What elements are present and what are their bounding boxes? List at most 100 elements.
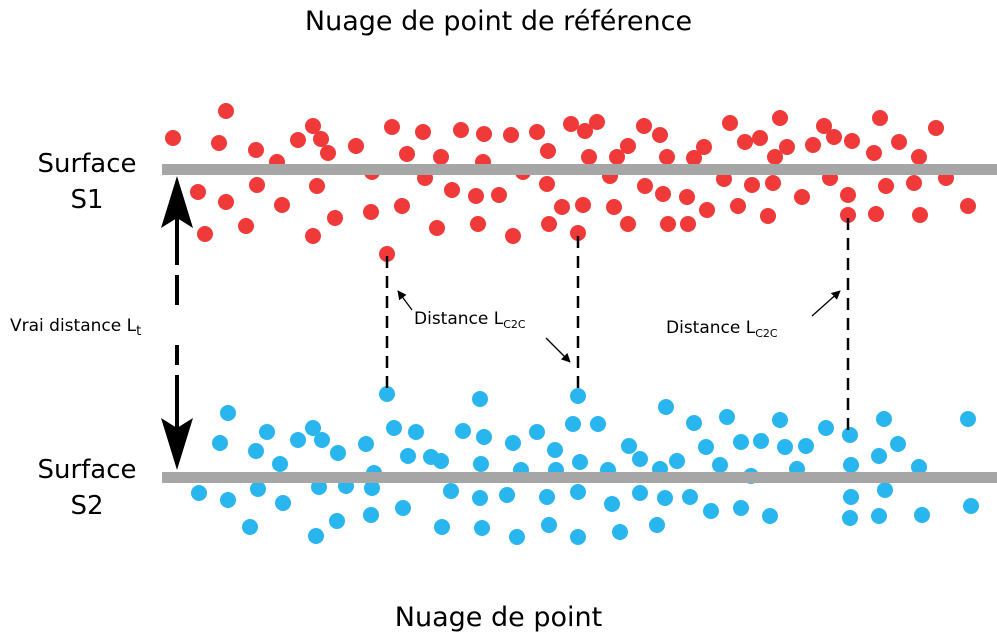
- reference-point: [575, 197, 591, 213]
- reference-point: [503, 127, 519, 143]
- reference-point: [744, 177, 760, 193]
- compared-point: [649, 517, 665, 533]
- true-distance-text: Vrai distance L: [10, 316, 137, 336]
- compared-point: [250, 481, 266, 497]
- compared-point: [658, 399, 674, 415]
- compared-point: [712, 457, 728, 473]
- reference-point: [637, 178, 653, 194]
- compared-point: [308, 528, 324, 544]
- compared-point: [358, 436, 374, 452]
- reference-point: [399, 146, 415, 162]
- compared-point: [220, 405, 236, 421]
- reference-point: [197, 226, 213, 242]
- compared-point: [443, 483, 459, 499]
- compared-point: [408, 424, 424, 440]
- compared-point: [395, 500, 411, 516]
- reference-point: [384, 119, 400, 135]
- arrow-head-down: [161, 418, 193, 470]
- reference-point: [379, 246, 395, 262]
- compared-point: [364, 480, 380, 496]
- compared-point: [621, 438, 637, 454]
- reference-point: [444, 182, 460, 198]
- reference-point: [722, 115, 738, 131]
- c2c-distance-label-2: Distance LC2C: [666, 318, 778, 340]
- reference-point: [878, 178, 894, 194]
- reference-point: [577, 123, 593, 139]
- compared-point-cloud: [191, 386, 979, 545]
- reference-point: [765, 175, 781, 191]
- reference-point: [686, 150, 702, 166]
- surface-s1-word: Surface: [37, 149, 137, 179]
- compared-point: [570, 388, 586, 404]
- compared-point: [818, 420, 834, 436]
- compared-point: [798, 438, 814, 454]
- reference-point: [620, 216, 636, 232]
- compared-point: [220, 492, 236, 508]
- reference-point: [348, 138, 364, 154]
- reference-point: [394, 198, 410, 214]
- reference-point: [772, 110, 788, 126]
- reference-point: [737, 134, 753, 150]
- compared-point: [963, 498, 979, 514]
- compared-point: [305, 420, 321, 436]
- reference-point: [491, 187, 507, 203]
- reference-point: [238, 218, 254, 234]
- reference-point: [779, 139, 795, 155]
- compared-point: [604, 496, 620, 512]
- compared-point: [686, 415, 702, 431]
- reference-point: [539, 176, 555, 192]
- compared-point: [914, 507, 930, 523]
- compared-point: [733, 434, 749, 450]
- reference-point: [840, 207, 856, 223]
- compared-point: [529, 424, 545, 440]
- compared-point: [472, 490, 488, 506]
- c2c-pointer-arrow-1: [397, 290, 413, 311]
- compared-point: [612, 524, 628, 540]
- compared-point: [509, 529, 525, 545]
- compared-point: [386, 420, 402, 436]
- compared-point: [547, 442, 563, 458]
- compared-point: [570, 484, 586, 500]
- compared-point: [753, 433, 769, 449]
- reference-point: [313, 131, 329, 147]
- reference-point: [453, 122, 469, 138]
- compared-point: [499, 487, 515, 503]
- reference-point: [211, 135, 227, 151]
- reference-point: [730, 198, 746, 214]
- reference-point: [309, 178, 325, 194]
- compared-point: [733, 500, 749, 516]
- compared-point: [242, 519, 258, 535]
- reference-point: [826, 129, 842, 145]
- reference-point: [652, 127, 668, 143]
- compared-point: [842, 510, 858, 526]
- compared-point: [473, 456, 489, 472]
- reference-point: [470, 216, 486, 232]
- compared-point: [772, 412, 788, 428]
- compared-point: [570, 529, 586, 545]
- reference-point: [891, 134, 907, 150]
- surface-s2-word: Surface: [37, 455, 137, 485]
- compared-point: [379, 386, 395, 402]
- reference-point: [844, 133, 860, 149]
- compared-point: [843, 489, 859, 505]
- compared-point: [871, 448, 887, 464]
- reference-point: [589, 114, 605, 130]
- compared-point: [505, 435, 521, 451]
- reference-point: [468, 188, 484, 204]
- compared-point: [657, 490, 673, 506]
- compared-point: [474, 520, 490, 536]
- compared-point: [719, 409, 735, 425]
- compared-point: [248, 443, 264, 459]
- reference-point: [248, 142, 264, 158]
- reference-point: [906, 175, 922, 191]
- reference-point: [752, 130, 768, 146]
- compared-point: [314, 432, 330, 448]
- compared-point: [682, 489, 698, 505]
- surface-s2-id: S2: [70, 491, 104, 521]
- reference-point: [505, 228, 521, 244]
- compared-point: [843, 457, 859, 473]
- reference-point: [563, 116, 579, 132]
- compared-point: [590, 416, 606, 432]
- reference-point: [290, 132, 306, 148]
